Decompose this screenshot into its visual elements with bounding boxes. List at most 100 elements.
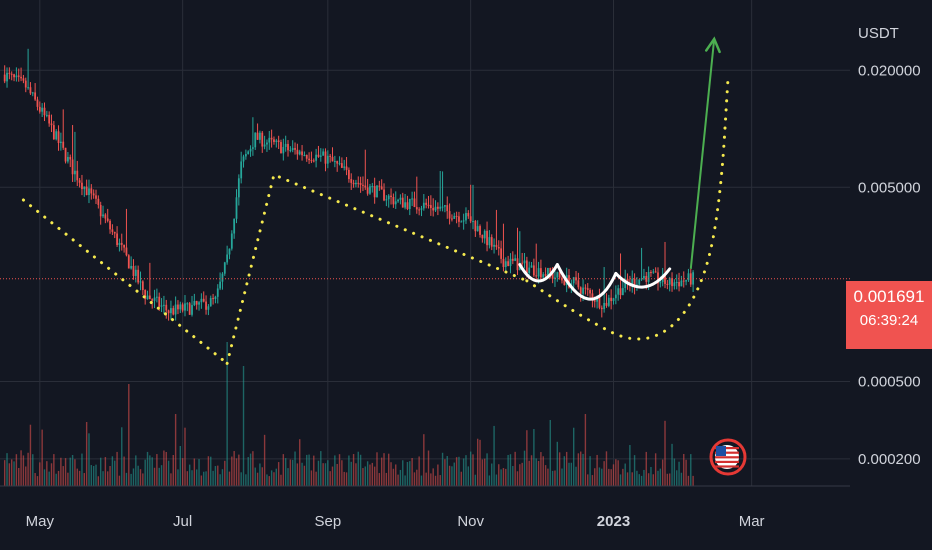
candle-body (362, 184, 364, 186)
volume-bar (160, 465, 163, 486)
price-axis[interactable]: 0.020000 0.005000 0.000500 0.000200 (858, 62, 921, 468)
candle-body (671, 278, 673, 287)
candle-body (523, 260, 526, 264)
volume-bar (43, 469, 46, 486)
volume-bar (104, 457, 107, 486)
volume-bar (469, 451, 472, 486)
volume-bar (116, 451, 118, 486)
volume-bar (188, 464, 191, 486)
volume-bar (256, 472, 259, 486)
candle-body (137, 269, 140, 283)
candle-body (29, 87, 32, 94)
candle-body (62, 141, 65, 148)
candle-body (205, 301, 207, 310)
candle-body (99, 204, 102, 217)
volume-bar (666, 473, 669, 486)
volume-bar (282, 454, 285, 486)
candle-body (155, 296, 158, 298)
volume-bar (25, 466, 27, 486)
candle-body (467, 212, 470, 217)
candle-body (319, 155, 322, 157)
candle-body (256, 132, 259, 140)
candle-body (85, 186, 88, 196)
candle-body (469, 216, 472, 222)
target-arrow-head (705, 36, 721, 54)
candle-body (71, 159, 74, 175)
volume-bar (343, 471, 345, 486)
candle-body (434, 206, 437, 211)
candle-body (458, 216, 460, 222)
volume-bar (467, 466, 470, 486)
candle-body (600, 307, 603, 310)
volume-bar (109, 466, 111, 486)
candle-body (547, 268, 549, 276)
volume-bar (137, 465, 139, 486)
volume-bar (22, 455, 25, 486)
volume-bar (322, 463, 324, 486)
volume-bar (591, 475, 594, 486)
volume-bar (280, 474, 282, 486)
candle-body (631, 278, 634, 286)
candle-body (415, 207, 418, 210)
candle-body (486, 230, 488, 246)
volume-bar (690, 454, 692, 486)
candle-body (8, 72, 11, 74)
candle-body (111, 229, 114, 232)
candle-body (15, 75, 18, 78)
handle-curve (555, 263, 618, 301)
candle-body (268, 137, 271, 143)
volume-bar (474, 474, 477, 486)
candle-body (514, 258, 517, 261)
candle-body (188, 303, 191, 315)
candle-body (500, 248, 503, 259)
volume-bar (3, 460, 6, 486)
candle-body (181, 304, 184, 311)
volume-bar (170, 473, 172, 486)
volume-bar (640, 475, 643, 486)
candle-body (640, 278, 643, 280)
candle-body (563, 280, 566, 286)
volume-bar (18, 467, 20, 486)
candle-body (406, 202, 409, 209)
volume-bar (331, 466, 334, 486)
candle-body (619, 288, 622, 296)
volume-bar (659, 468, 662, 486)
volume-bar (692, 475, 694, 486)
candle-body (664, 274, 666, 284)
candle-body (43, 107, 46, 116)
candle-body (284, 143, 287, 147)
volume-bar (484, 458, 486, 486)
candle-body (90, 188, 93, 194)
volume-bar (212, 470, 214, 486)
candle-body (647, 272, 650, 282)
candle-body (481, 234, 484, 239)
candle-body (652, 271, 655, 273)
candle-body (315, 154, 318, 161)
candle-body (420, 208, 423, 210)
candle-body (607, 297, 610, 306)
candle-body (273, 139, 275, 142)
volume-bar (270, 470, 273, 486)
volume-bar (668, 473, 671, 486)
volume-bar (434, 475, 437, 486)
volume-bar (214, 466, 217, 486)
candle-body (235, 197, 238, 219)
candle-body (685, 280, 687, 282)
volume-bar (558, 452, 561, 486)
candle-body (78, 180, 81, 183)
volume-bar (603, 461, 605, 486)
candle-body (120, 242, 123, 245)
volume-bar (521, 462, 523, 486)
candle-body (411, 198, 414, 200)
candle-body (413, 198, 416, 208)
time-axis[interactable]: May Jul Sep Nov 2023 Mar (26, 513, 765, 530)
candle-body (577, 280, 580, 288)
candle-body (163, 304, 165, 306)
flag-stripe (715, 460, 739, 463)
volume-bar (172, 454, 174, 486)
volume-bar (395, 464, 397, 486)
candle-body (568, 275, 570, 288)
candle-body (446, 205, 449, 212)
volume-bar (165, 451, 167, 486)
